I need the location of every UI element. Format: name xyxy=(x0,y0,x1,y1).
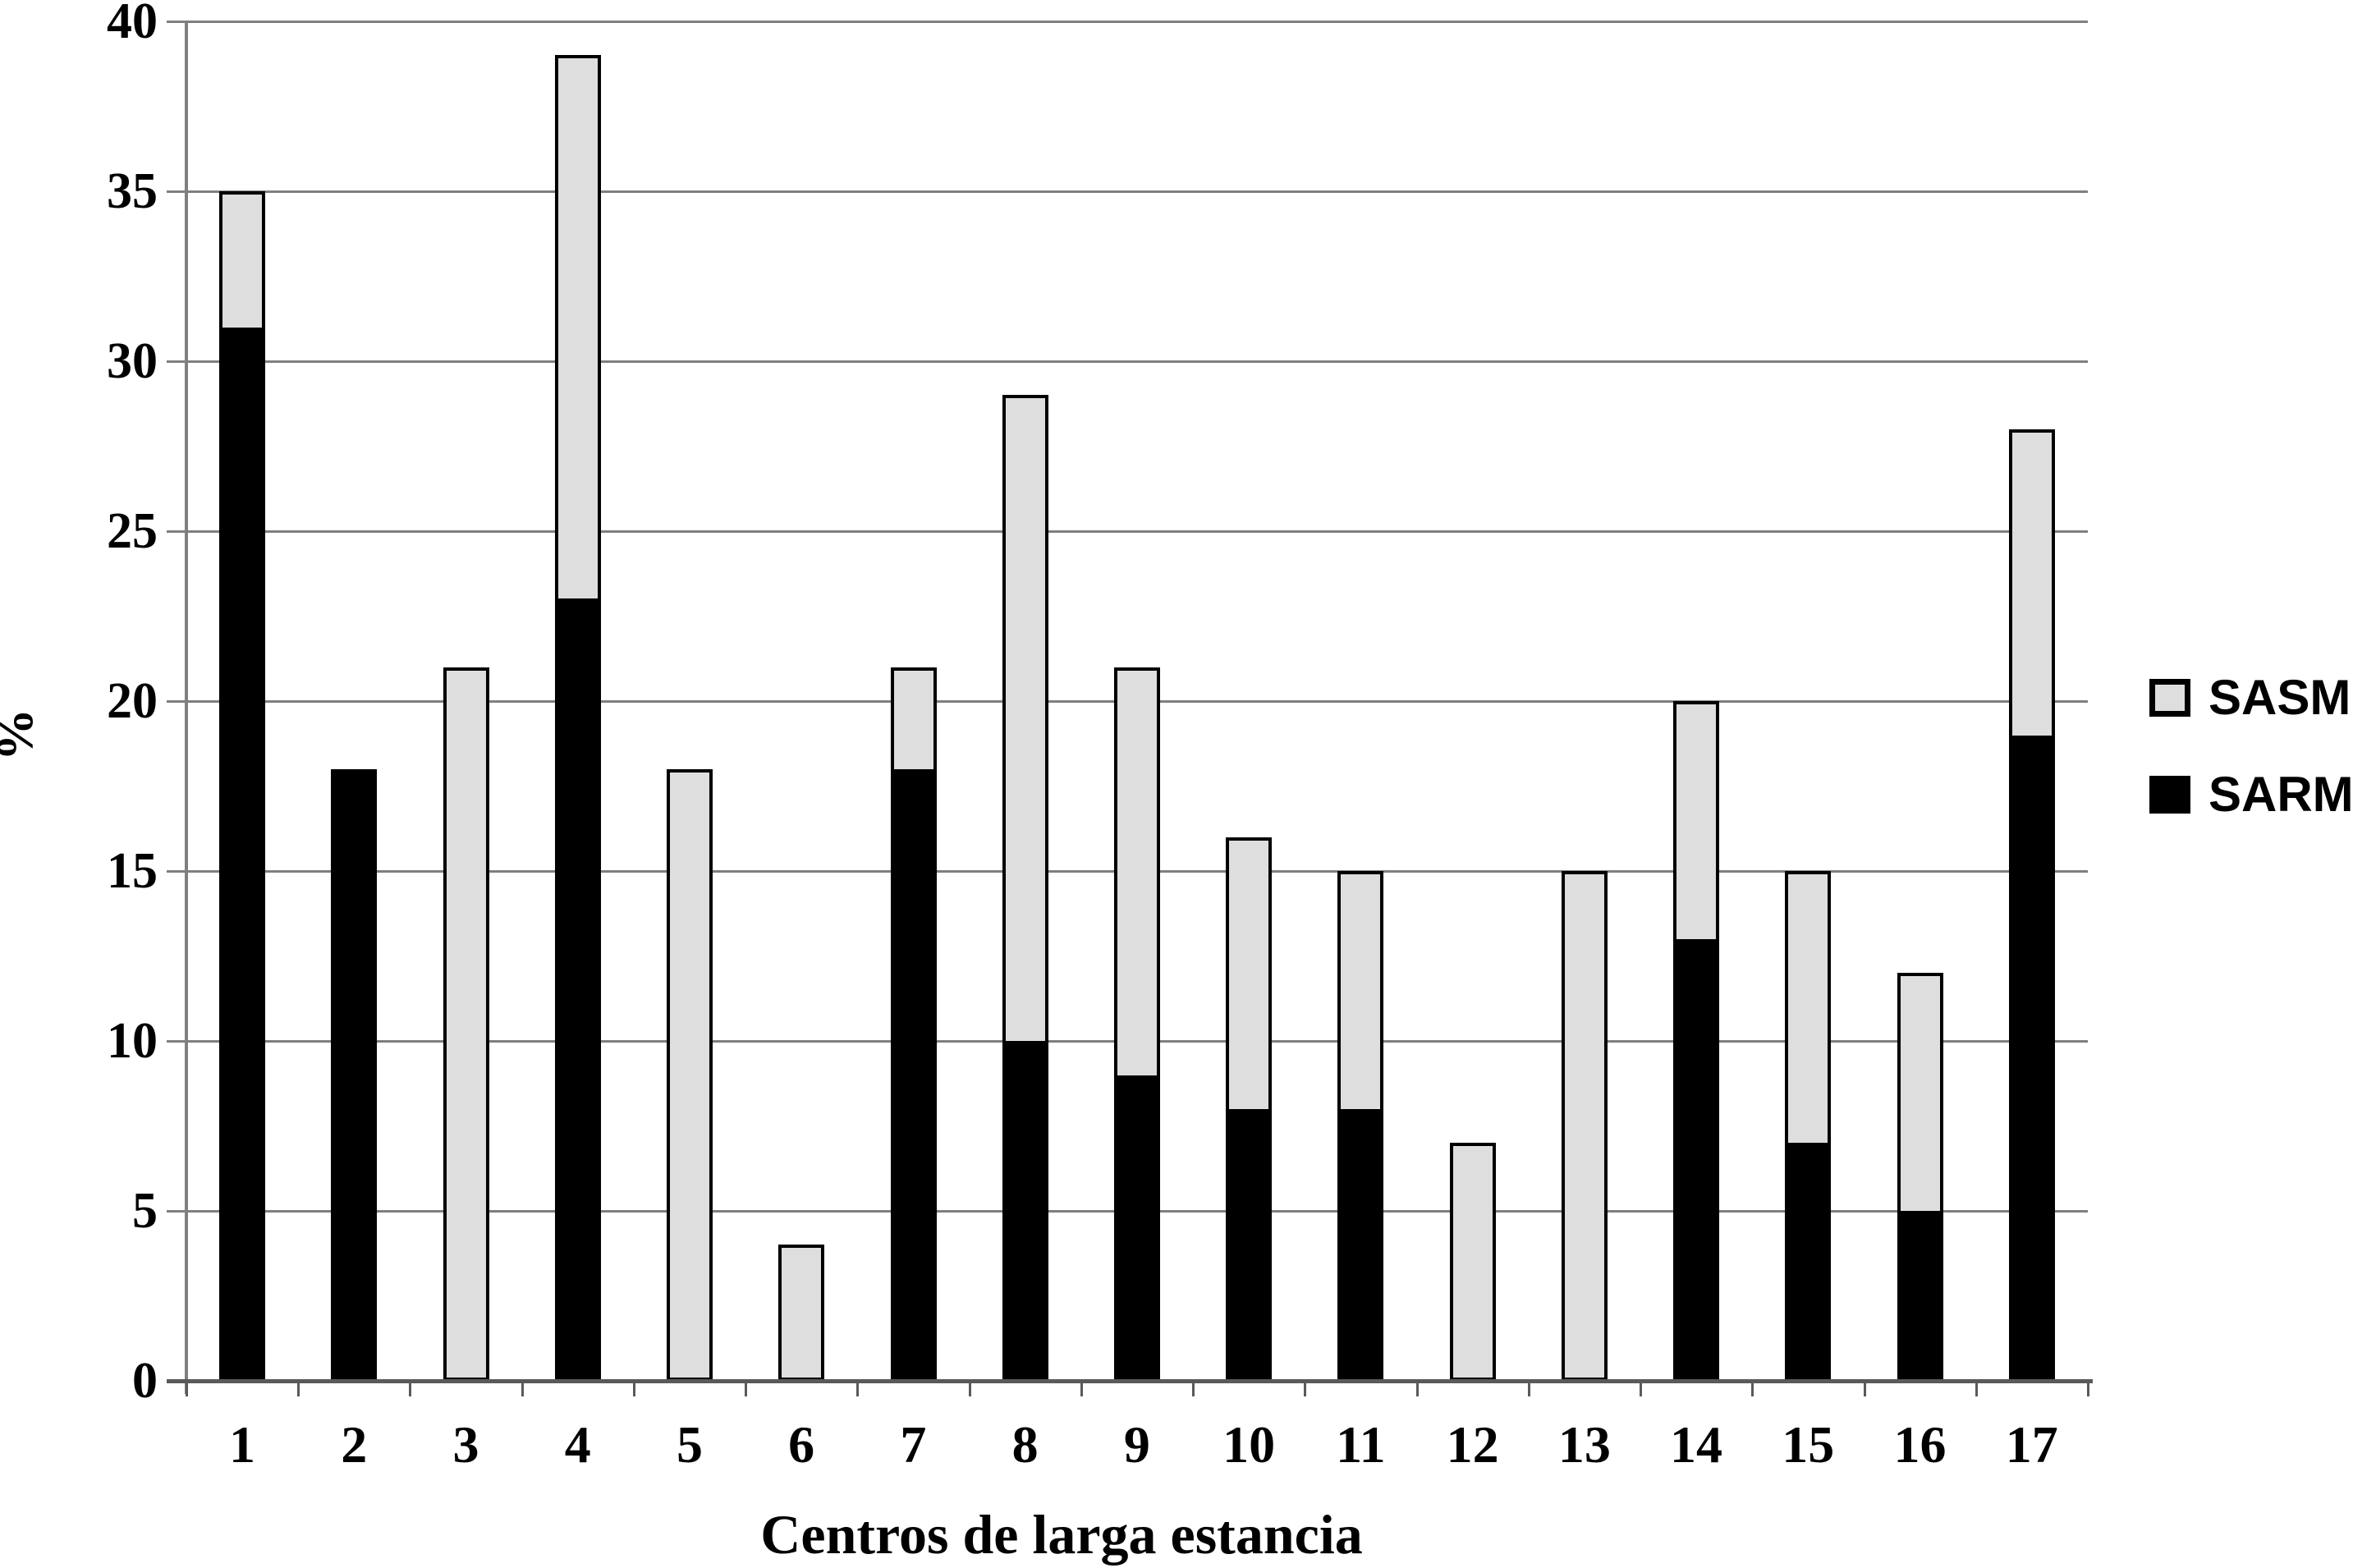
x-tick-label-15: 15 xyxy=(1782,1415,1835,1474)
y-tick-label-0: 0 xyxy=(132,1353,158,1409)
bar-4-sasm-segment xyxy=(557,58,598,602)
y-tick-label-5: 5 xyxy=(132,1183,158,1239)
y-tick-mark-20 xyxy=(167,700,186,703)
bar-12 xyxy=(1449,1143,1496,1381)
legend-item-sasm: SASM xyxy=(2149,670,2353,725)
sarm-swatch-icon xyxy=(2149,776,2190,814)
bar-17-sasm-segment xyxy=(2011,433,2052,739)
x-tick-label-2: 2 xyxy=(341,1415,368,1474)
y-tick-mark-5 xyxy=(167,1210,186,1213)
y-tick-label-15: 15 xyxy=(107,843,158,899)
bar-10-sasm-segment xyxy=(1229,841,1269,1112)
x-tick-label-4: 4 xyxy=(564,1415,591,1474)
y-tick-label-40: 40 xyxy=(107,0,158,49)
legend-label-sarm: SARM xyxy=(2209,767,2353,822)
bar-15 xyxy=(1785,871,1832,1381)
bar-9 xyxy=(1114,667,1160,1381)
x-tick-mark-4 xyxy=(632,1383,635,1396)
y-tick-mark-30 xyxy=(167,360,186,363)
x-tick-mark-11 xyxy=(1415,1383,1419,1396)
bar-8 xyxy=(1002,395,1048,1381)
legend-label-sasm: SASM xyxy=(2209,670,2351,725)
bar-5 xyxy=(667,769,713,1381)
y-tick-label-35: 35 xyxy=(107,163,158,219)
bar-14-sasm-segment xyxy=(1676,704,1717,942)
x-tick-mark-15 xyxy=(1863,1383,1866,1396)
bar-16 xyxy=(1897,973,1943,1381)
bar-14 xyxy=(1673,701,1720,1381)
sasm-swatch-icon xyxy=(2149,679,2190,717)
bar-4 xyxy=(554,55,601,1381)
x-tick-mark-16 xyxy=(1975,1383,1978,1396)
x-tick-mark-2 xyxy=(409,1383,412,1396)
legend-item-sarm: SARM xyxy=(2149,767,2353,822)
gridline-25 xyxy=(186,530,2088,533)
x-tick-label-6: 6 xyxy=(788,1415,815,1474)
x-tick-mark-13 xyxy=(1640,1383,1643,1396)
x-tick-mark-5 xyxy=(745,1383,748,1396)
y-tick-label-20: 20 xyxy=(107,673,158,729)
bar-13 xyxy=(1561,871,1608,1381)
bar-10 xyxy=(1226,837,1273,1381)
bar-7-sasm-segment xyxy=(893,671,933,773)
y-tick-mark-35 xyxy=(167,190,186,193)
y-tick-mark-40 xyxy=(167,21,186,23)
y-axis-line xyxy=(185,21,188,1394)
x-tick-label-9: 9 xyxy=(1123,1415,1150,1474)
x-tick-mark-8 xyxy=(1080,1383,1083,1396)
x-axis-line xyxy=(167,1379,2093,1383)
x-tick-mark-0 xyxy=(186,1383,188,1396)
x-tick-label-8: 8 xyxy=(1011,1415,1039,1474)
x-tick-label-16: 16 xyxy=(1893,1415,1947,1474)
bar-2 xyxy=(331,769,378,1381)
bar-16-sasm-segment xyxy=(1900,976,1940,1214)
x-tick-label-11: 11 xyxy=(1336,1415,1386,1474)
x-tick-label-13: 13 xyxy=(1557,1415,1611,1474)
y-tick-mark-25 xyxy=(167,530,186,533)
legend: SASM SARM xyxy=(2149,670,2353,869)
x-tick-label-10: 10 xyxy=(1222,1415,1276,1474)
gridline-40 xyxy=(186,21,2088,23)
plot-area xyxy=(186,21,2088,1381)
x-tick-mark-12 xyxy=(1527,1383,1530,1396)
bar-9-sasm-segment xyxy=(1117,671,1157,1079)
x-tick-label-14: 14 xyxy=(1670,1415,1723,1474)
bar-6 xyxy=(778,1245,825,1381)
x-axis-title: Centros de larga estancia xyxy=(760,1503,1363,1566)
x-tick-mark-1 xyxy=(297,1383,300,1396)
x-tick-label-12: 12 xyxy=(1446,1415,1499,1474)
x-tick-mark-10 xyxy=(1304,1383,1307,1396)
gridline-30 xyxy=(186,360,2088,363)
bar-3 xyxy=(443,667,489,1381)
x-tick-label-5: 5 xyxy=(676,1415,703,1474)
y-tick-label-30: 30 xyxy=(107,333,158,389)
bar-7 xyxy=(890,667,937,1381)
x-tick-mark-3 xyxy=(521,1383,524,1396)
y-tick-mark-15 xyxy=(167,870,186,873)
bar-1-sasm-segment xyxy=(222,195,263,331)
y-tick-label-25: 25 xyxy=(107,503,158,559)
bar-11-sasm-segment xyxy=(1341,874,1381,1112)
y-tick-label-10: 10 xyxy=(107,1013,158,1069)
x-tick-mark-14 xyxy=(1751,1383,1754,1396)
bar-17 xyxy=(2008,429,2055,1381)
x-tick-mark-17 xyxy=(2087,1383,2089,1396)
y-axis-title: % xyxy=(0,708,45,761)
y-tick-mark-10 xyxy=(167,1040,186,1043)
x-tick-mark-7 xyxy=(968,1383,971,1396)
bar-1 xyxy=(219,191,266,1381)
x-tick-label-7: 7 xyxy=(900,1415,927,1474)
x-tick-label-1: 1 xyxy=(229,1415,255,1474)
bar-8-sasm-segment xyxy=(1005,398,1045,1044)
x-tick-mark-9 xyxy=(1192,1383,1195,1396)
x-tick-label-3: 3 xyxy=(452,1415,479,1474)
gridline-35 xyxy=(186,190,2088,193)
x-tick-mark-6 xyxy=(856,1383,860,1396)
bar-15-sasm-segment xyxy=(1788,874,1828,1146)
x-tick-label-17: 17 xyxy=(2005,1415,2058,1474)
bar-11 xyxy=(1337,871,1384,1381)
